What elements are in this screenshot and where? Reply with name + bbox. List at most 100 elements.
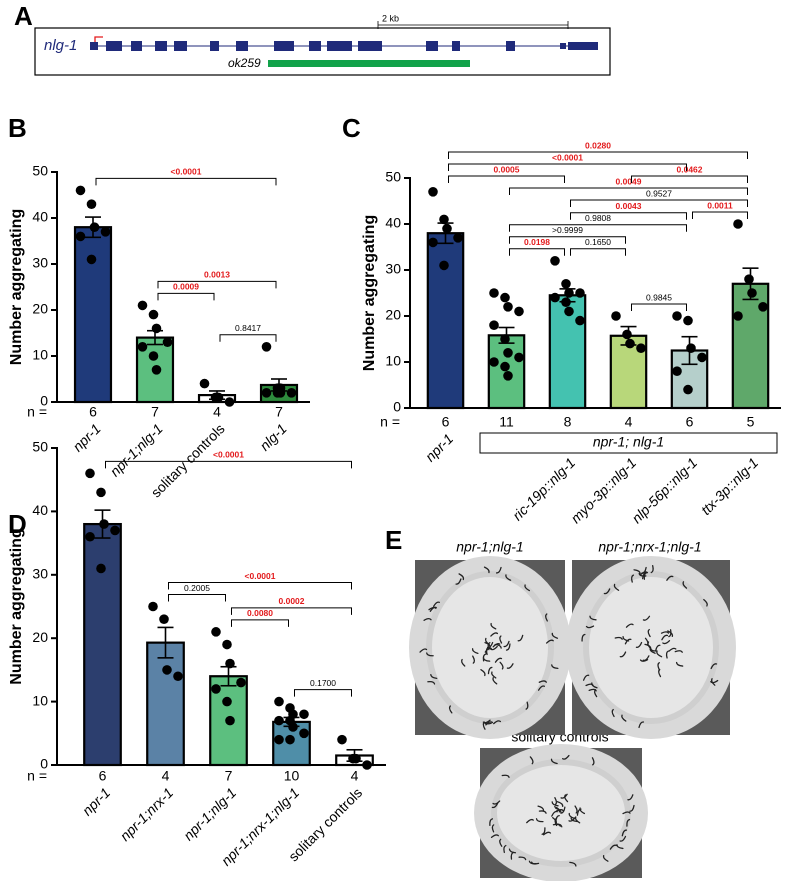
worm <box>545 639 554 644</box>
scale-label: 2 kb <box>382 13 399 23</box>
worm <box>491 802 499 809</box>
worm <box>644 637 649 646</box>
p-value: 0.1650 <box>585 237 611 247</box>
n-value: 6 <box>442 414 450 430</box>
worm <box>665 650 669 659</box>
worm <box>710 678 716 686</box>
y-tick-label: 50 <box>32 163 48 179</box>
n-value: 4 <box>625 414 633 430</box>
data-point <box>683 315 693 326</box>
worm <box>485 646 490 656</box>
worm <box>492 643 501 648</box>
worm <box>568 812 575 820</box>
worm <box>499 635 503 644</box>
worm <box>525 701 529 710</box>
p-value: 0.1700 <box>310 678 336 688</box>
worm <box>639 658 649 662</box>
worm <box>626 818 631 827</box>
p-value: 0.0049 <box>616 176 642 186</box>
data-point <box>503 371 513 381</box>
n-value: 7 <box>225 768 233 784</box>
y-tick-label: 10 <box>32 692 48 708</box>
data-point <box>686 343 696 354</box>
p-value: <0.0001 <box>213 450 244 460</box>
data-point <box>86 254 97 265</box>
worm <box>560 806 566 814</box>
worm <box>656 650 663 658</box>
worm <box>494 643 502 649</box>
x-tick-label: nlp-56p::nlg-1 <box>628 454 700 526</box>
worm <box>472 655 475 664</box>
n-value: 7 <box>151 404 159 420</box>
data-point <box>286 388 297 398</box>
x-tick-label: npr-1;nlg-1 <box>107 420 166 479</box>
worm <box>551 632 559 639</box>
worm <box>499 661 504 670</box>
panel-letter: A <box>14 1 33 31</box>
data-point <box>275 388 286 398</box>
data-point <box>222 696 232 707</box>
worm <box>427 680 436 685</box>
significance-bracket <box>509 236 626 244</box>
worm <box>635 641 643 649</box>
worm <box>642 615 651 621</box>
data-point <box>489 288 499 298</box>
worm <box>455 578 462 585</box>
x-tick-label: npr-1;nrx-1 <box>117 784 177 844</box>
worm <box>570 817 578 823</box>
worm <box>574 816 581 824</box>
n-label: n = <box>380 414 400 430</box>
data-point <box>75 231 86 242</box>
y-tick-label: 40 <box>385 215 401 231</box>
significance-bracket <box>294 689 352 697</box>
data-point <box>288 722 298 732</box>
worm <box>517 634 524 642</box>
data-point <box>85 531 95 542</box>
worm <box>526 818 534 824</box>
significance-bracket <box>95 177 277 186</box>
data-point <box>96 563 106 574</box>
worm <box>579 807 586 815</box>
worm <box>585 683 594 687</box>
p-value: >0.9999 <box>552 225 583 235</box>
n-value: 11 <box>499 414 514 430</box>
p-value: 0.9527 <box>646 188 672 198</box>
data-point <box>622 329 632 340</box>
n-value: 8 <box>564 414 572 430</box>
worm <box>616 844 624 850</box>
p-value: 0.0011 <box>707 200 733 210</box>
bar <box>146 641 185 767</box>
worm <box>493 720 502 725</box>
worm <box>448 705 453 714</box>
worm <box>518 856 527 861</box>
data-point <box>439 260 449 271</box>
worm <box>619 835 627 842</box>
y-axis-label: Number aggregating <box>8 528 25 684</box>
n-value: 4 <box>213 404 221 420</box>
worm <box>624 638 632 645</box>
worm <box>650 565 654 574</box>
worm <box>432 601 440 608</box>
worm <box>619 651 627 658</box>
data-point <box>274 715 284 726</box>
n-value: 10 <box>284 768 300 784</box>
data-point <box>500 361 510 372</box>
data-point <box>442 223 452 234</box>
worm <box>483 566 490 574</box>
allele-label: ok259 <box>228 56 261 70</box>
gene-box <box>34 27 611 76</box>
worm <box>503 640 510 648</box>
worm <box>642 655 650 661</box>
data-point <box>625 338 635 349</box>
image-label: npr-1;nlg-1 <box>456 539 523 555</box>
worm <box>529 756 534 765</box>
data-point <box>453 233 463 243</box>
worm <box>625 623 634 628</box>
n-value: 4 <box>351 768 359 784</box>
image-label: npr-1;nrx-1;nlg-1 <box>598 539 701 555</box>
p-value: 0.0280 <box>585 140 611 150</box>
data-point <box>564 306 574 317</box>
significance-bracket <box>219 334 277 342</box>
x-tick-label: npr-1;nlg-1 <box>180 784 239 843</box>
